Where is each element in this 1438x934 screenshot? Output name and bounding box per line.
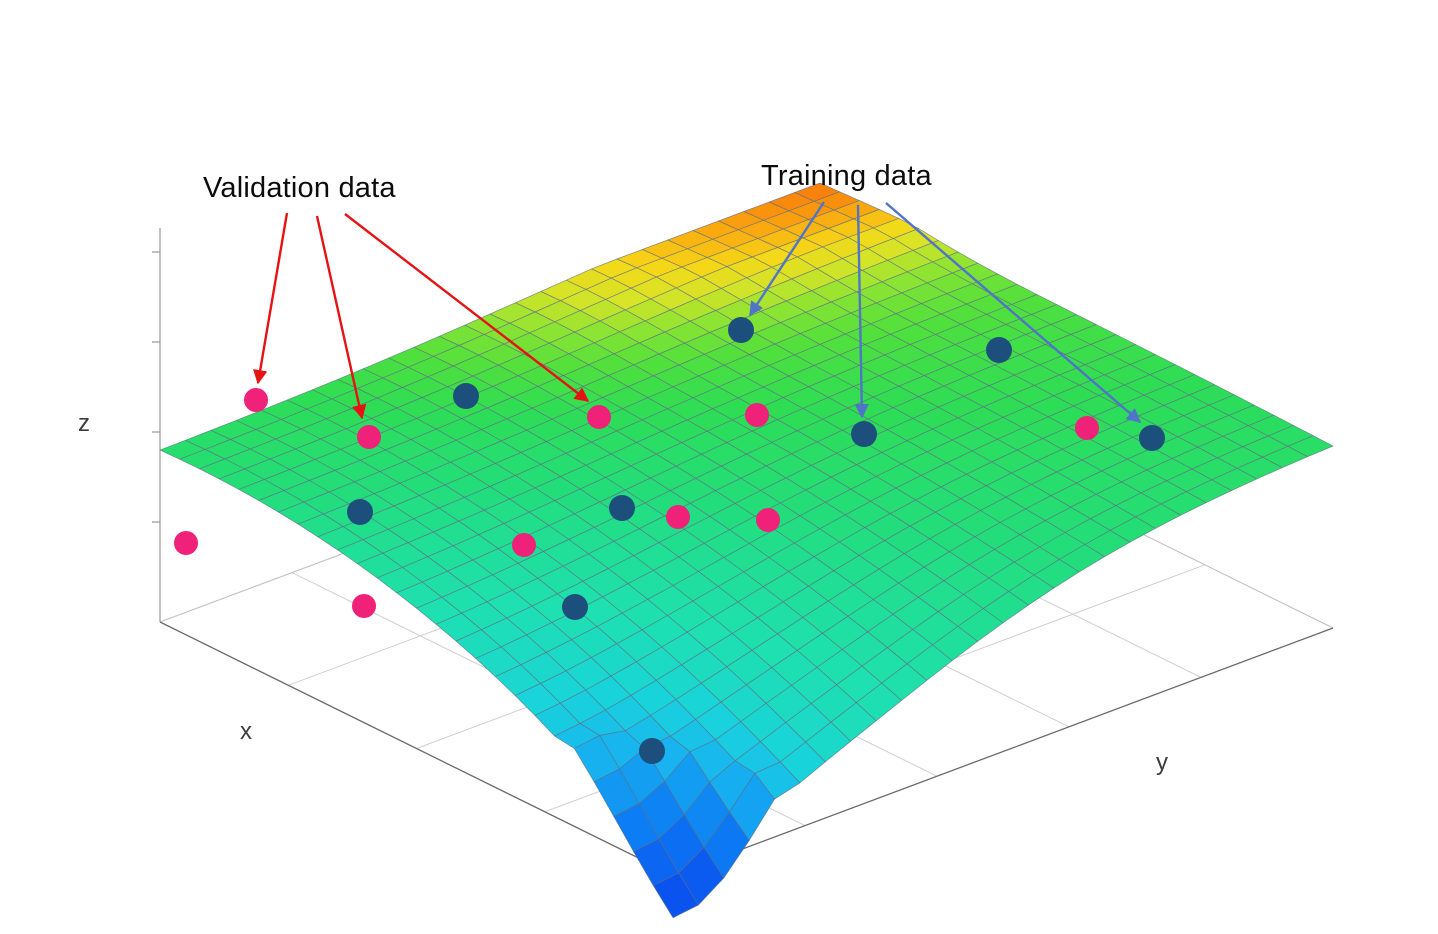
validation-data-points [174,388,1099,618]
validation-point [587,405,611,429]
y-axis-label: y [1156,749,1168,776]
validation-point [745,403,769,427]
training-arrow [854,204,869,419]
training-point [639,738,665,764]
training-arrow [885,202,1142,423]
training-data-points [347,317,1165,764]
training-point [609,495,635,521]
training-point [562,594,588,620]
surface-mesh [159,182,1334,919]
validation-point [244,388,268,412]
training-point [851,421,877,447]
validation-point [174,531,198,555]
z-axis-label: z [78,410,90,437]
validation-arrows [253,212,590,420]
training-point [453,383,479,409]
z-axis-line [152,228,161,622]
training-point [347,499,373,525]
validation-point [666,505,690,529]
validation-arrow [315,215,367,420]
validation-point [352,594,376,618]
training-arrows [748,201,1142,423]
validation-arrow [344,213,590,402]
training-point [728,317,754,343]
validation-data-label: Validation data [203,172,396,204]
training-point [986,337,1012,363]
x-axis-label: x [240,718,252,745]
training-arrow [748,201,826,317]
validation-arrow [253,212,289,385]
training-data-label: Training data [761,160,932,192]
validation-point [512,533,536,557]
validation-point [1075,416,1099,440]
validation-point [357,425,381,449]
validation-point [756,508,780,532]
training-point [1139,425,1165,451]
